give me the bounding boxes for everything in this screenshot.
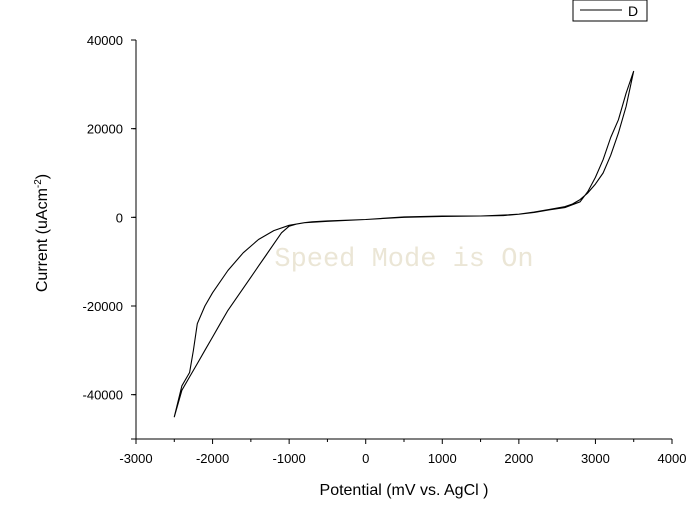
y-axis-label-end: ) xyxy=(34,174,51,179)
y-tick-label: -20000 xyxy=(83,299,123,314)
x-tick-label: -2000 xyxy=(196,451,229,466)
y-tick-label: 0 xyxy=(116,210,123,225)
x-tick-label: 1000 xyxy=(428,451,457,466)
x-axis-label: Potential (mV vs. AgCl ) xyxy=(320,482,489,499)
y-tick-label: -40000 xyxy=(83,388,123,403)
x-tick-label: -3000 xyxy=(119,451,152,466)
watermark-text: Speed Mode is On xyxy=(274,245,533,275)
series-layer xyxy=(173,70,635,418)
series-line xyxy=(173,70,635,418)
y-axis-label: Current (uAcm-2) xyxy=(33,174,51,292)
y-tick-label: 40000 xyxy=(87,33,123,48)
x-tick-label: 0 xyxy=(362,451,369,466)
legend: D xyxy=(572,0,648,22)
y-tick-label: 20000 xyxy=(87,122,123,137)
tick-labels: -3000 -2000 -1000 0 1000 2000 3000 4000 40000 200… xyxy=(83,33,687,466)
y-axis-label-main: Current (uAcm xyxy=(34,188,51,292)
legend-label: D xyxy=(628,3,638,19)
tick-marks xyxy=(131,39,673,444)
axes xyxy=(135,40,672,440)
x-tick-label: 2000 xyxy=(504,451,533,466)
x-tick-label: 3000 xyxy=(581,451,610,466)
x-tick-label: -1000 xyxy=(273,451,306,466)
y-axis-label-superscript: -2 xyxy=(33,179,44,188)
x-tick-label: 4000 xyxy=(658,451,687,466)
